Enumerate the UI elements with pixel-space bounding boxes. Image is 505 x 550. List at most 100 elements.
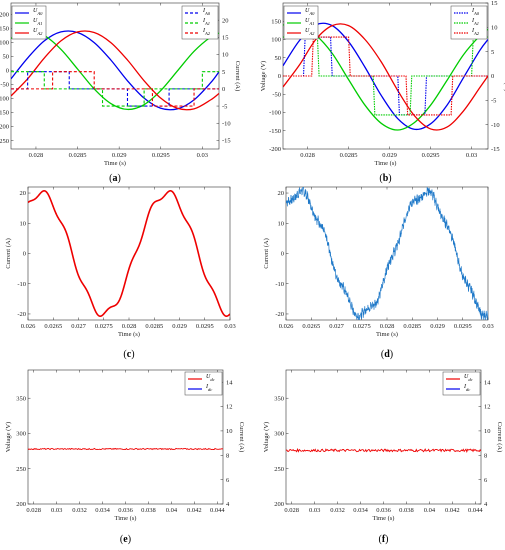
dc-line xyxy=(28,447,223,451)
panel-f: 0.028 0.03 0.032 0.034 0.036 0.038 0.04 0.042 0.… xyxy=(263,369,503,545)
y2-tick-label: 5 xyxy=(222,69,225,76)
series-group xyxy=(28,190,230,317)
legend-subscript: A2 xyxy=(36,31,43,36)
legend-label: UA1 xyxy=(33,18,42,26)
legend-symbol: I xyxy=(202,18,206,24)
y-tick-label: 300 xyxy=(274,431,284,438)
x-tick-label: 0.0295 xyxy=(152,152,170,159)
y2-tick-label: 8 xyxy=(484,452,487,459)
x-tick-label: 0.038 xyxy=(399,507,414,514)
legend-symbol: U xyxy=(33,28,38,34)
legend-symbol: I xyxy=(471,28,475,34)
legend-label: IA0 xyxy=(202,8,211,16)
x-tick-label: 0.034 xyxy=(95,507,110,514)
x-tick-label: 0.0285 xyxy=(69,152,87,159)
x-tick-label: 0.0295 xyxy=(454,323,472,330)
y-tick-label: -20 xyxy=(275,311,284,318)
legend-subscript: dc xyxy=(210,377,214,382)
y-tick-label: -50 xyxy=(272,91,281,98)
y2-tick-label: 6 xyxy=(484,477,488,484)
x-tick-label: 0.0295 xyxy=(422,152,440,159)
series-group xyxy=(11,30,219,111)
y-tick-label: -200 xyxy=(269,146,281,153)
y-tick-label: 0 xyxy=(23,251,26,258)
y-tick-label: 0 xyxy=(278,73,281,80)
legend-symbol: U xyxy=(305,18,310,24)
x-tick-label: 0.038 xyxy=(141,507,156,514)
caption-paren: ( xyxy=(381,349,385,360)
caption-paren: ( xyxy=(123,349,127,360)
series-group xyxy=(286,187,488,320)
x-tick-label: 0.03 xyxy=(309,507,320,514)
y2-axis-label: Current (A) xyxy=(238,422,245,453)
legend-subscript: A0 xyxy=(204,11,211,16)
legend-symbol: I xyxy=(202,28,206,34)
x-tick-label: 0.028 xyxy=(380,323,395,330)
legend-subscript: dc xyxy=(466,387,470,392)
x-tick-label: 0.027 xyxy=(71,323,86,330)
y-axis-label: Current (A) xyxy=(263,238,270,269)
y2-axis-label: Current (A) xyxy=(234,61,241,92)
legend-symbol: I xyxy=(471,8,475,14)
legend-label: IA2 xyxy=(202,28,211,36)
y-tick-label: 300 xyxy=(16,431,26,438)
y2-tick-label: -15 xyxy=(491,146,500,153)
caption-paren: ( xyxy=(120,534,124,545)
legend-symbol: U xyxy=(206,374,211,380)
caption-paren: ) xyxy=(388,173,391,184)
y-tick-label: -150 xyxy=(269,128,281,135)
x-tick-label: 0.044 xyxy=(210,507,225,514)
x-tick-label: 0.03 xyxy=(51,507,62,514)
x-tick-label: 0.0285 xyxy=(340,152,358,159)
x-tick-label: 0.0265 xyxy=(44,323,62,330)
x-tick-label: 0.029 xyxy=(382,152,397,159)
legend-label: UA2 xyxy=(33,28,43,36)
legend-symbol: U xyxy=(305,28,310,34)
legend-box xyxy=(184,371,223,396)
legend-label: UA1 xyxy=(305,18,314,26)
x-tick-label: 0.03 xyxy=(224,323,235,330)
legend-symbol: U xyxy=(464,374,469,380)
y2-tick-label: 15 xyxy=(491,0,498,7)
dc-line xyxy=(286,447,481,453)
y2-axis-label: Current (A) xyxy=(496,422,503,453)
caption-letter: f xyxy=(382,534,386,545)
caption-letter: d xyxy=(384,349,390,360)
panel-d: 0.026 0.0265 0.027 0.0275 0.028 0.0285 0.029 0.… xyxy=(263,186,494,360)
x-tick-label: 0.029 xyxy=(112,152,127,159)
x-tick-label: 0.0275 xyxy=(95,323,113,330)
y2-tick-label: 15 xyxy=(222,35,229,42)
y-tick-label: -50 xyxy=(0,82,9,89)
y2-tick-label: 10 xyxy=(222,52,229,59)
y2-tick-label: 14 xyxy=(484,379,491,386)
x-tick-label: 0.042 xyxy=(445,507,460,514)
caption-paren: ) xyxy=(128,534,131,545)
legend-subscript: A2 xyxy=(308,31,315,36)
legend-label: UA0 xyxy=(33,8,43,16)
y-tick-label: 10 xyxy=(20,220,27,227)
series-line xyxy=(283,36,488,116)
x-tick-label: 0.036 xyxy=(118,507,133,514)
x-axis-label: Time (s) xyxy=(375,160,397,167)
y-tick-label: 20 xyxy=(20,190,27,197)
y2-tick-label: 8 xyxy=(226,452,229,459)
x-tick-label: 0.028 xyxy=(284,507,299,514)
panel-c: 0.026 0.0265 0.027 0.0275 0.028 0.0285 0.029 0.… xyxy=(5,186,236,360)
y2-tick-label: 10 xyxy=(491,25,498,32)
x-tick-label: 0.028 xyxy=(300,152,315,159)
y2-tick-label: -5 xyxy=(222,103,227,110)
x-tick-label: 0.032 xyxy=(72,507,87,514)
legend-subscript: A1 xyxy=(473,21,479,26)
series-group xyxy=(286,447,481,453)
legend-subscript: A1 xyxy=(36,21,42,26)
x-tick-label: 0.04 xyxy=(166,507,178,514)
series-line xyxy=(11,71,219,107)
x-axis-label: Time (s) xyxy=(104,160,126,167)
y-tick-label: -20 xyxy=(17,311,26,318)
y2-tick-label: 5 xyxy=(491,49,494,56)
y-tick-label: 10 xyxy=(278,220,285,227)
